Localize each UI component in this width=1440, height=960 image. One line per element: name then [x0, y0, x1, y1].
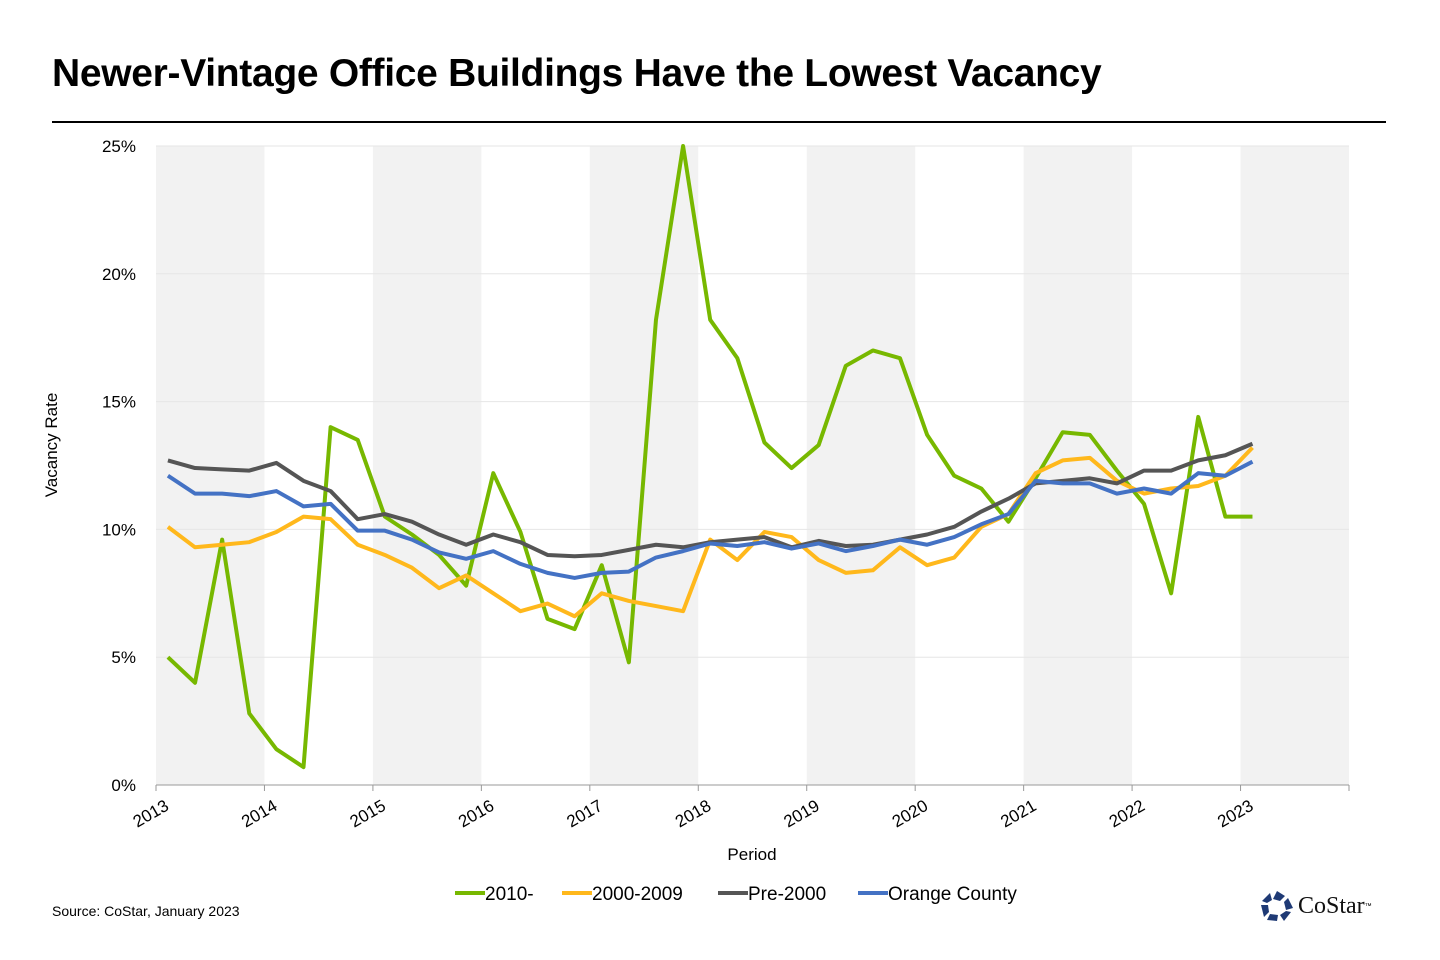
- series-lines: [166, 144, 1254, 770]
- costar-star-icon: [1261, 891, 1293, 921]
- legend: 2010- 2000-2009 Pre-2000 Orange County: [455, 884, 1017, 905]
- legend-label: 2000-2009: [592, 884, 683, 905]
- series-line-2010-: [166, 144, 1253, 770]
- page-title: Newer-Vintage Office Buildings Have the …: [52, 52, 1102, 95]
- x-tick-label: 2018: [672, 796, 714, 831]
- x-axis-label: Period: [727, 845, 776, 864]
- x-tick-label: 2016: [455, 796, 497, 831]
- year-band: [1240, 146, 1349, 785]
- x-tick-label: 2014: [238, 796, 280, 831]
- y-tick-label: 15%: [102, 393, 136, 412]
- legend-label: Pre-2000: [748, 884, 826, 905]
- year-band: [156, 146, 265, 785]
- year-band: [372, 146, 482, 785]
- y-tick-label: 10%: [102, 520, 136, 539]
- y-tick-label: 0%: [111, 776, 136, 795]
- x-tick-label: 2020: [889, 796, 931, 831]
- year-band: [806, 146, 916, 785]
- x-tick-label: 2022: [1106, 796, 1148, 831]
- x-tick-label: 2021: [997, 796, 1039, 831]
- logo-trademark: ™: [1364, 902, 1372, 910]
- x-tick-label: 2013: [130, 796, 172, 831]
- title-divider: [52, 121, 1386, 123]
- x-tick-label: 2019: [780, 796, 822, 831]
- y-tick-label: 25%: [102, 137, 136, 156]
- source-note: Source: CoStar, January 2023: [52, 903, 240, 919]
- logo-text: CoStar: [1298, 892, 1365, 919]
- costar-logo: CoStar ™: [1260, 890, 1372, 922]
- year-bands: [156, 146, 1349, 785]
- year-band: [1023, 146, 1133, 785]
- y-axis-label: Vacancy Rate: [42, 393, 61, 498]
- y-tick-label: 5%: [111, 648, 136, 667]
- x-tick-label: 2015: [347, 796, 389, 831]
- x-tick-label: 2017: [564, 796, 606, 831]
- series-line-orange-county: [166, 459, 1254, 580]
- legend-label: 2010-: [485, 884, 534, 905]
- x-tick-label: 2023: [1214, 796, 1256, 831]
- y-tick-label: 20%: [102, 265, 136, 284]
- axes: 0% 5% 10% 15% 20% 25% 2013 2014 2015 2016 2017 2018…: [102, 137, 1350, 831]
- legend-label: Orange County: [888, 884, 1017, 905]
- series-line-2000-2009: [166, 446, 1254, 619]
